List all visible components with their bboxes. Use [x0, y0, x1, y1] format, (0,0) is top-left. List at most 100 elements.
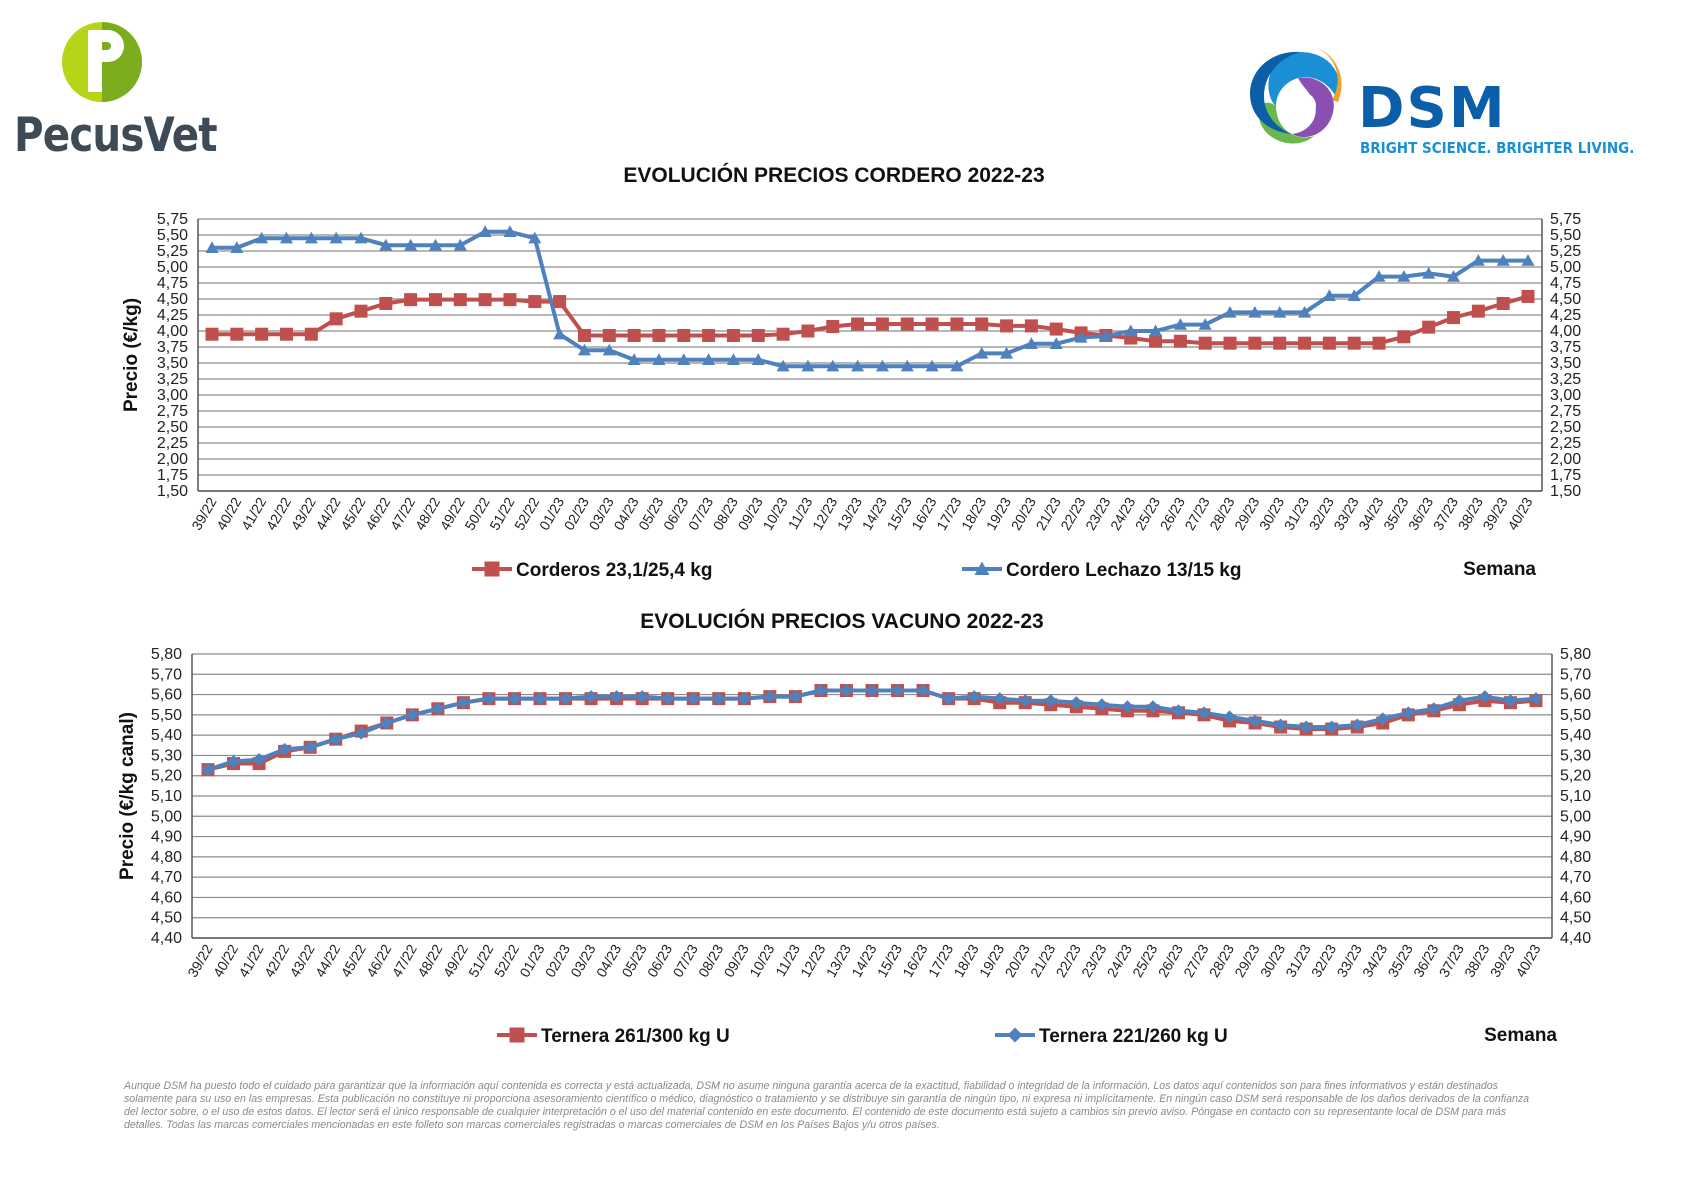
- data-point-2: [627, 353, 641, 365]
- data-point-1: [230, 327, 244, 341]
- y-tick-label-left: 4,60: [151, 889, 182, 906]
- y-tick-label-right: 5,30: [1560, 747, 1591, 764]
- data-point-1: [627, 328, 641, 342]
- disclaimer-text: Aunque DSM ha puesto todo el cuidado par…: [124, 1080, 1530, 1131]
- data-point-1: [1049, 322, 1063, 336]
- y-tick-label-right: 3,25: [1550, 371, 1581, 388]
- data-point-1: [1347, 336, 1361, 350]
- data-point-2: [900, 359, 914, 372]
- x-tick-label: 18/23: [950, 941, 981, 980]
- data-point-2: [201, 763, 215, 777]
- data-point-1: [975, 317, 989, 331]
- x-tick-label: 19/23: [976, 941, 1007, 980]
- data-point-2: [1044, 694, 1058, 708]
- x-tick-label: 42/22: [261, 941, 292, 980]
- y-tick-label-right: 4,00: [1550, 323, 1581, 340]
- data-point-2: [726, 353, 740, 365]
- data-point-1: [1298, 336, 1312, 350]
- data-point-2: [230, 241, 244, 253]
- legend-label-2: Ternera 221/260 kg U: [1039, 1026, 1228, 1047]
- data-point-2: [1099, 329, 1113, 342]
- data-point-2: [602, 343, 616, 356]
- chart-vacuno: 4,40 4,40 4,50 4,50 4,60 4,60 4,70 4,70 4,80 4,80…: [117, 646, 1591, 1047]
- data-point-2: [1322, 289, 1336, 301]
- data-point-1: [751, 328, 765, 342]
- x-tick-label: 08/23: [695, 941, 726, 980]
- x-tick-label: 15/23: [874, 941, 905, 980]
- data-point-1: [503, 293, 517, 307]
- data-point-2: [1197, 706, 1211, 720]
- data-point-1: [1471, 304, 1485, 318]
- dsm-logo: DSM BRIGHT SCIENCE. BRIGHTER LIVING.: [1240, 44, 1640, 164]
- y-tick-label-left: 4,40: [151, 930, 182, 947]
- y-tick-label-left: 4,50: [157, 291, 188, 308]
- data-point-2: [1124, 324, 1138, 337]
- y-tick-label-right: 5,50: [1550, 227, 1581, 244]
- data-point-1: [279, 327, 293, 341]
- x-tick-label: 16/23: [899, 941, 930, 980]
- data-point-2: [1248, 714, 1262, 728]
- x-tick-label: 43/22: [286, 941, 317, 980]
- data-point-2: [610, 690, 624, 704]
- data-point-1: [1372, 336, 1386, 350]
- x-tick-label: 09/23: [721, 941, 752, 980]
- y-tick-label-left: 5,30: [151, 747, 182, 764]
- data-point-2: [1149, 324, 1163, 337]
- legend-label-1: Ternera 261/300 kg U: [541, 1026, 730, 1047]
- y-tick-label-left: 5,00: [151, 808, 182, 825]
- data-point-1: [1149, 334, 1163, 348]
- data-point-1: [1273, 336, 1287, 350]
- x-tick-label: 28/23: [1206, 941, 1237, 980]
- y-tick-label-left: 4,75: [157, 275, 188, 292]
- y-tick-label-right: 2,00: [1550, 451, 1581, 468]
- data-point-1: [255, 327, 269, 341]
- data-point-1: [875, 317, 889, 331]
- x-tick-label: 10/23: [759, 494, 790, 533]
- y-tick-label-left: 3,75: [157, 339, 188, 356]
- data-point-2: [1198, 318, 1212, 330]
- data-point-1: [1024, 319, 1038, 333]
- data-point-1: [702, 328, 716, 342]
- data-point-2: [788, 690, 802, 704]
- x-tick-label: 37/23: [1436, 941, 1467, 980]
- dsm-swirl-icon: [1250, 48, 1342, 144]
- y-tick-label-right: 5,25: [1550, 243, 1581, 260]
- data-point-2: [916, 684, 930, 698]
- data-point-2: [559, 692, 573, 706]
- data-point-2: [967, 690, 981, 704]
- data-point-2: [751, 353, 765, 365]
- x-tick-label: 36/23: [1410, 941, 1441, 980]
- y-tick-label-right: 4,50: [1560, 910, 1591, 927]
- y-tick-label-left: 5,50: [157, 227, 188, 244]
- data-point-2: [482, 692, 496, 706]
- y-tick-label-right: 5,40: [1560, 727, 1591, 744]
- x-tick-label: 40/23: [1504, 494, 1535, 533]
- data-point-2: [379, 238, 393, 251]
- data-point-1: [1223, 336, 1237, 350]
- y-tick-label-right: 4,90: [1560, 829, 1591, 846]
- y-tick-label-left: 3,25: [157, 371, 188, 388]
- data-point-2: [776, 359, 790, 372]
- data-point-1: [900, 317, 914, 331]
- data-point-2: [380, 716, 394, 730]
- data-point-2: [354, 231, 368, 244]
- x-tick-label: 51/22: [465, 941, 496, 980]
- data-point-2: [428, 238, 442, 251]
- legend-marker-1: [484, 561, 500, 577]
- data-point-2: [303, 740, 317, 754]
- data-point-1: [652, 328, 666, 342]
- data-point-2: [1024, 337, 1038, 349]
- y-tick-label-left: 4,00: [157, 323, 188, 340]
- y-tick-label-right: 1,75: [1550, 467, 1581, 484]
- data-point-2: [1422, 266, 1436, 279]
- x-tick-label: 03/23: [567, 941, 598, 980]
- pecusvet-logo: PecusVet: [12, 20, 218, 170]
- data-point-2: [942, 692, 956, 706]
- data-point-2: [1095, 698, 1109, 712]
- y-tick-label-right: 5,50: [1560, 707, 1591, 724]
- data-point-2: [1146, 700, 1160, 714]
- y-tick-label-right: 3,50: [1550, 355, 1581, 372]
- y-tick-label-right: 2,25: [1550, 435, 1581, 452]
- data-point-1: [1422, 320, 1436, 334]
- data-point-1: [205, 327, 219, 341]
